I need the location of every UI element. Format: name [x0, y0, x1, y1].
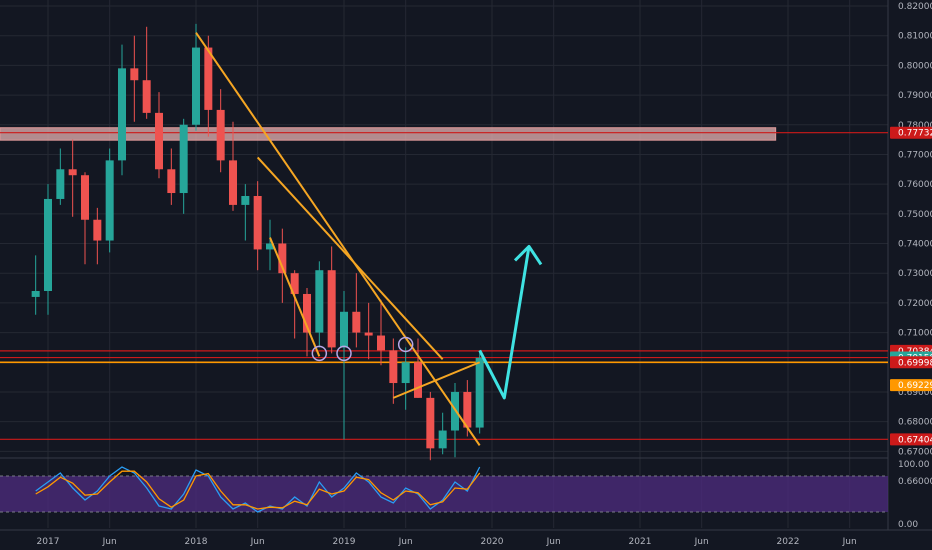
price-badge: [890, 356, 932, 369]
candle-body: [426, 397, 435, 449]
candle-body: [340, 311, 348, 348]
trendline: [269, 237, 321, 357]
projection-layer: [478, 244, 543, 400]
price-tick-label: 0.67000: [898, 447, 932, 457]
candle-body: [377, 335, 385, 351]
trendline: [256, 156, 444, 360]
price-badge-label: 0.77732: [898, 129, 932, 139]
trendlines-layer: [195, 32, 481, 446]
candle-body: [167, 169, 176, 194]
candle-body: [463, 391, 472, 428]
candle-body: [475, 357, 484, 428]
time-tick-label: 2019: [333, 537, 356, 547]
time-tick-label: Jun: [102, 537, 117, 547]
trendline: [392, 361, 481, 399]
candle-body: [253, 196, 262, 250]
price-badge: [890, 379, 932, 392]
price-tick-label: 0.79000: [898, 91, 932, 101]
candle-body: [303, 293, 311, 333]
time-tick-label: 2021: [629, 537, 652, 547]
oscillator-tick-label: 100.00: [898, 460, 930, 470]
time-tick-label: Jun: [398, 537, 413, 547]
price-badges-layer: 0.703840.701580.699980.692290.674040.777…: [890, 126, 932, 446]
oscillator-line-d: [35, 470, 481, 510]
candle-body: [278, 243, 287, 274]
time-tick-label: Jun: [694, 537, 709, 547]
candle-body: [68, 169, 77, 176]
resistance-zone-layer: [0, 127, 777, 141]
candle-body: [364, 332, 373, 336]
candle-body: [389, 350, 398, 384]
candle-body: [31, 291, 40, 297]
candle-body: [401, 362, 410, 384]
resistance-zone: [0, 127, 777, 141]
candle-body: [105, 160, 114, 241]
candle-body: [81, 175, 89, 220]
time-tick-label: Jun: [546, 537, 561, 547]
candle-body: [93, 219, 102, 241]
candle-body: [142, 80, 151, 113]
candle-body: [241, 196, 250, 205]
candle-body: [192, 47, 200, 125]
candle-body: [438, 430, 447, 449]
price-tick-label: 0.73000: [898, 269, 932, 279]
price-tick-label: 0.69000: [898, 388, 932, 398]
price-tick-label: 0.81000: [898, 32, 932, 42]
candle-body: [56, 169, 65, 199]
price-tick-label: 0.68000: [898, 418, 932, 428]
price-badge: [890, 433, 932, 446]
price-tick-label: 0.72000: [898, 299, 932, 309]
trendline: [195, 32, 481, 446]
time-axis-layer: 2017 Jun 2018 Jun 2019 Jun 2020 Jun 2021 Jun 2022 J…: [37, 537, 857, 547]
oscillator-band: [0, 476, 888, 512]
price-tick-label: 0.76000: [898, 180, 932, 190]
highlight-ellipse: [336, 345, 352, 362]
candle-body: [266, 243, 274, 250]
candle-body: [315, 270, 324, 333]
candle-body: [414, 362, 422, 398]
price-tick-label: 0.82000: [898, 2, 932, 12]
price-tick-label: 0.80000: [898, 61, 932, 71]
candle-body: [229, 160, 237, 205]
price-badge-label: 0.69998: [898, 358, 932, 368]
price-tick-label: 0.71000: [898, 329, 932, 339]
candle-body: [179, 124, 188, 194]
projection-arrowhead: [513, 244, 543, 266]
candle-body: [216, 109, 225, 161]
price-badge-label: 0.69229: [898, 381, 932, 391]
candle-body: [204, 47, 213, 110]
candle-body: [352, 311, 361, 333]
time-tick-label: Jun: [842, 537, 857, 547]
projection-path: [478, 246, 531, 400]
ellipses-layer: [311, 336, 414, 362]
time-tick-label: Jun: [250, 537, 265, 547]
candle-body: [118, 68, 126, 161]
time-tick-label: 2017: [37, 537, 60, 547]
oscillator-tick-label: 0.00: [898, 520, 918, 530]
oscillator-layer: 100.00 0.00: [0, 460, 930, 530]
price-tick-label: 0.75000: [898, 210, 932, 220]
price-badge: [890, 126, 932, 139]
time-tick-label: 2022: [777, 537, 800, 547]
candle-body: [290, 273, 299, 294]
candle-body: [155, 112, 163, 170]
time-tick-label: 2020: [481, 537, 504, 547]
price-tick-label: 0.66000: [898, 477, 932, 487]
candles-layer: [31, 23, 484, 461]
price-tick-label: 0.74000: [898, 240, 932, 250]
oscillator-line-k: [35, 466, 481, 513]
highlight-ellipse: [311, 345, 328, 362]
horizontal-levels-layer: [0, 132, 888, 440]
price-badge-label: 0.67404: [898, 435, 932, 445]
candle-body: [130, 68, 139, 81]
candle-body: [44, 198, 52, 291]
candle-body: [327, 270, 336, 348]
price-tick-label: 0.78000: [898, 121, 932, 131]
price-tick-label: 0.77000: [898, 150, 932, 160]
highlight-ellipse: [397, 336, 414, 353]
time-tick-label: 2018: [185, 537, 208, 547]
